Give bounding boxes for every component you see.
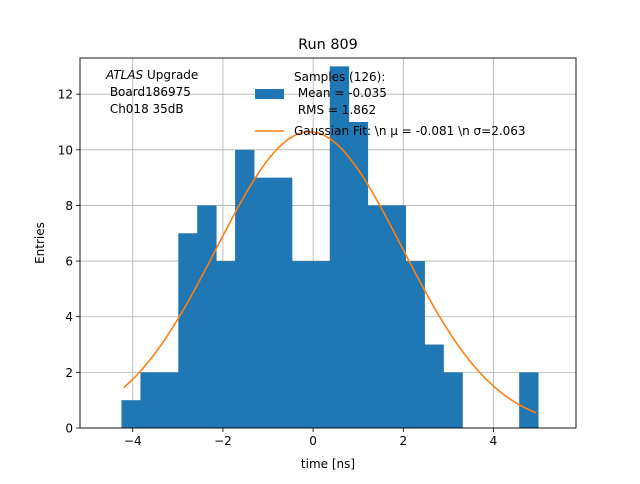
histogram-bar [519, 372, 539, 428]
legend-samples-rms: RMS = 1.862 [294, 103, 376, 117]
y-tick-label: 12 [58, 88, 73, 102]
y-tick-label: 4 [65, 310, 73, 324]
y-axis-label: Entries [33, 222, 47, 264]
histogram-bars [121, 66, 539, 429]
histogram-bar [443, 372, 463, 428]
histogram-bar [254, 177, 293, 428]
board-label: Board186975 [106, 85, 191, 99]
x-tick-label: 2 [399, 434, 407, 448]
y-tick-label: 2 [65, 366, 73, 380]
histogram-bar [329, 66, 350, 429]
histogram-bar [216, 261, 236, 428]
histogram-bar [178, 233, 198, 428]
y-tick-label: 0 [65, 422, 73, 436]
legend-samples-mean: Mean = -0.035 [294, 86, 387, 100]
experiment-label: ATLAS Upgrade [105, 68, 198, 82]
chart-title: Run 809 [298, 37, 358, 53]
histogram-bar [367, 205, 388, 428]
legend: Samples (126): Mean = -0.035 RMS = 1.862… [255, 70, 526, 138]
x-axis-ticks: −4 −2 0 2 4 [124, 428, 497, 448]
fit-curve [123, 130, 537, 414]
histogram-bar [386, 205, 406, 428]
gaussian-fit [123, 130, 537, 414]
histogram-bar [310, 261, 331, 428]
y-tick-label: 6 [65, 255, 73, 269]
legend-samples-swatch [255, 89, 284, 99]
atlas-annotation: ATLAS Upgrade Board186975 Ch018 35dB [105, 68, 198, 116]
legend-fit-label: Gaussian Fit: \n μ = -0.081 \n σ=2.063 [294, 124, 526, 138]
y-tick-label: 8 [65, 199, 73, 213]
y-tick-label: 10 [58, 143, 73, 157]
x-tick-label: 0 [309, 434, 317, 448]
histogram-bar [291, 261, 312, 428]
plot-frame [79, 57, 577, 429]
histogram-bar [348, 121, 369, 429]
x-tick-label: −4 [124, 434, 142, 448]
x-tick-label: 4 [490, 434, 498, 448]
experiment-name: ATLAS [105, 68, 144, 82]
histogram-bar [197, 205, 217, 428]
grid-lines [80, 58, 576, 429]
legend-samples-title: Samples (126): [294, 70, 385, 84]
experiment-suffix: Upgrade [143, 68, 198, 82]
histogram-bar [235, 149, 255, 428]
histogram-bar [121, 400, 141, 428]
x-tick-label: −2 [214, 434, 232, 448]
histogram-bar [424, 344, 444, 428]
histogram-bar [140, 372, 179, 428]
channel-label: Ch018 35dB [106, 102, 184, 116]
histogram-bar [405, 261, 425, 428]
x-axis-label: time [ns] [301, 457, 355, 471]
y-axis-ticks: 0 2 4 6 8 10 12 [58, 88, 80, 436]
